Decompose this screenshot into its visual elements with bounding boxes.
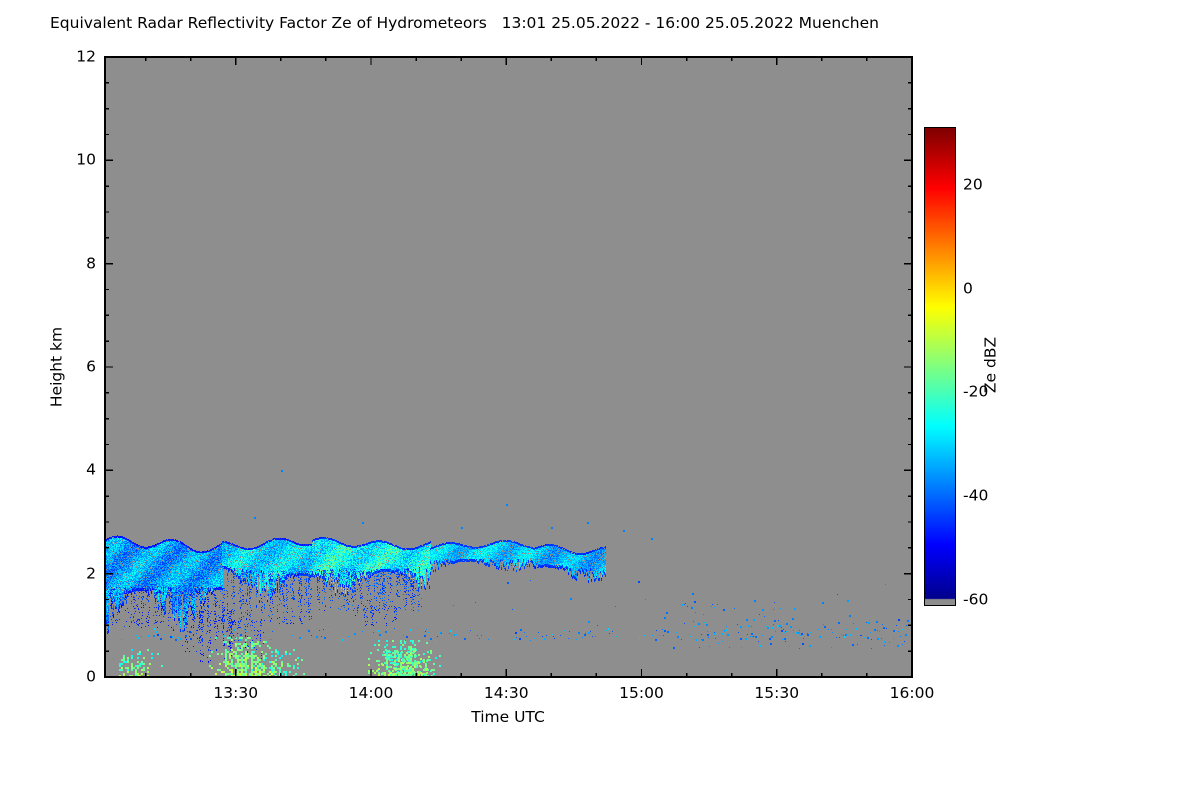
plot-canvas <box>105 57 912 677</box>
y-tick-label: 4 <box>86 460 96 479</box>
colorbar-tick-label: -20 <box>963 382 989 401</box>
colorbar-tick-label: 20 <box>963 175 983 194</box>
colorbar <box>924 127 956 606</box>
x-tick-label: 15:30 <box>754 684 800 702</box>
x-tick-label: 13:30 <box>213 684 259 702</box>
colorbar-tick-label: -60 <box>963 590 989 609</box>
colorbar-tick-label: 0 <box>963 279 973 298</box>
y-tick-label: 12 <box>76 47 96 66</box>
y-tick-label: 0 <box>86 667 96 686</box>
colorbar-tick-label: -40 <box>963 486 989 505</box>
x-tick-label: 14:00 <box>348 684 394 702</box>
y-tick-label: 2 <box>86 564 96 583</box>
x-tick-label: 14:30 <box>483 684 529 702</box>
chart-title: Equivalent Radar Reflectivity Factor Ze … <box>50 14 879 32</box>
y-tick-label: 10 <box>76 150 96 169</box>
colorbar-title: Ze dBZ <box>981 336 1000 394</box>
y-tick-label: 6 <box>86 357 96 376</box>
x-tick-label: 16:00 <box>889 684 935 702</box>
y-axis-title: Height km <box>47 326 66 408</box>
colorbar-canvas <box>925 128 955 605</box>
x-axis-title: Time UTC <box>471 708 545 726</box>
x-tick-label: 15:00 <box>619 684 664 702</box>
y-tick-label: 8 <box>86 254 96 273</box>
